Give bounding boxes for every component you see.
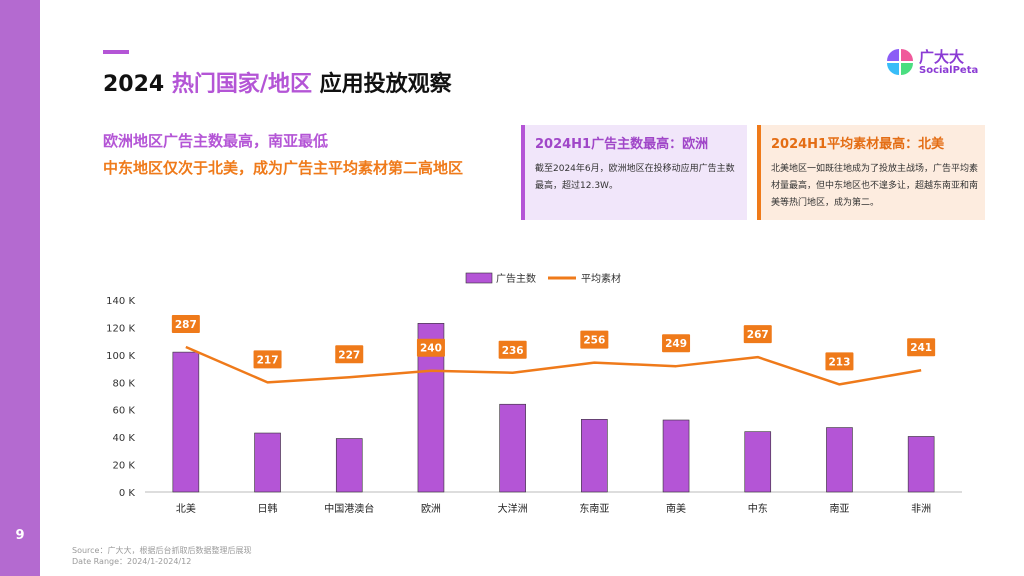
data-label-badge [171, 314, 200, 333]
line-avg-creatives [185, 345, 922, 386]
legend-line-label: 平均素材 [581, 272, 621, 285]
y-tick-label: 100 K [106, 351, 135, 362]
bar-advertisers [662, 419, 690, 493]
advertiser-card: 2024H1广告主数最高：欧洲 截至2024年6月，欧洲地区在投移动应用广告主数… [521, 125, 747, 220]
y-tick-label: 120 K [106, 323, 135, 334]
bar-advertisers [499, 403, 526, 493]
title-accent-dash [103, 50, 129, 54]
logo-name: 广大大 [919, 48, 965, 66]
region-combo-chart: 0 K 20 K 40 K 60 K 80 K 100 K 120 K 140 K 广告主数 平均… [106, 272, 962, 515]
y-tick-label: 60 K [113, 406, 136, 417]
data-label: 267 [747, 329, 769, 341]
data-label: 217 [257, 354, 279, 366]
data-label-badge [335, 345, 364, 364]
data-label: 256 [583, 335, 605, 347]
summary-block: 欧洲地区广告主数最高，南亚最低 中东地区仅次于北美，成为广告主平均素材第二高地区 [103, 128, 503, 182]
x-tick-label: 欧洲 [421, 503, 441, 515]
bar-advertisers [907, 436, 935, 493]
x-tick-label: 北美 [176, 502, 196, 515]
bar-advertisers [254, 432, 281, 493]
page-number: 9 [15, 528, 25, 543]
bar-advertisers [335, 438, 363, 493]
x-tick-label: 中东 [748, 502, 768, 515]
data-label: 287 [175, 319, 197, 331]
advertiser-card-title: 2024H1广告主数最高：欧洲 [535, 137, 709, 152]
x-tick-label: 非洲 [911, 503, 931, 515]
data-label: 241 [910, 342, 932, 354]
brand-logo: 广大大 SocialPeta [886, 46, 996, 80]
bar-advertisers [826, 427, 853, 493]
y-tick-label: 40 K [113, 433, 136, 444]
y-tick-label: 0 K [119, 488, 136, 499]
bar-advertisers [744, 431, 772, 493]
legend-bar-label: 广告主数 [496, 272, 536, 285]
data-label-badge [662, 334, 691, 353]
y-tick-label: 20 K [113, 461, 136, 472]
creative-card-body: 北美地区一如既往地成为了投放主战场，广告平均素材量最高，但中东地区也不遑多让，超… [771, 164, 979, 208]
advertiser-card-body: 截至2024年6月，欧洲地区在投移动应用广告主数最高，超过12.3W。 [535, 164, 735, 191]
creative-card: 2024H1平均素材最高：北美 北美地区一如既往地成为了投放主战场，广告平均素材… [757, 125, 985, 220]
title-rest: 应用投放观察 [319, 72, 452, 97]
data-label: 240 [420, 343, 442, 355]
data-label: 213 [828, 356, 850, 368]
x-tick-label: 南亚 [829, 502, 849, 515]
x-tick-label: 大洋洲 [498, 502, 528, 515]
summary-line-1: 欧洲地区广告主数最高，南亚最低 [103, 132, 329, 150]
legend-bar-swatch [465, 272, 493, 284]
x-tick-label: 中国港澳台 [324, 502, 374, 515]
date-range-line: Date Range：2024/1-2024/12 [72, 557, 192, 566]
data-label-badge [253, 350, 282, 369]
data-label: 236 [502, 345, 524, 357]
data-label: 227 [338, 349, 360, 361]
y-tick-label: 80 K [113, 378, 136, 389]
data-label-badge [416, 338, 445, 357]
data-label-badge [580, 330, 609, 349]
x-tick-label: 日韩 [258, 502, 278, 515]
creative-card-title: 2024H1平均素材最高：北美 [771, 137, 945, 152]
data-label-badge [743, 325, 772, 344]
source-line: Source：广大大，根据后台抓取后数据整理后展现 [72, 546, 252, 555]
title-highlight: 热门国家/地区 [171, 72, 312, 97]
data-label: 249 [665, 338, 687, 350]
source-note: Source：广大大，根据后台抓取后数据整理后展现 Date Range：202… [72, 545, 251, 567]
y-tick-label: 140 K [106, 296, 135, 307]
x-tick-label: 东南亚 [579, 502, 609, 515]
left-accent-bar [0, 0, 40, 576]
data-label-badge [498, 340, 527, 359]
logo-sub: SocialPeta [919, 65, 979, 76]
bar-advertisers [172, 351, 200, 493]
logo-petal-icon [887, 49, 913, 75]
bar-advertisers [581, 419, 608, 493]
title-year: 2024 [103, 72, 165, 97]
x-tick-label: 南美 [666, 502, 686, 515]
summary-line-2: 中东地区仅次于北美，成为广告主平均素材第二高地区 [103, 159, 464, 177]
data-label-badge [825, 352, 854, 371]
data-label-badge [907, 338, 936, 357]
page-title: 2024 热门国家/地区 应用投放观察 [103, 66, 452, 98]
